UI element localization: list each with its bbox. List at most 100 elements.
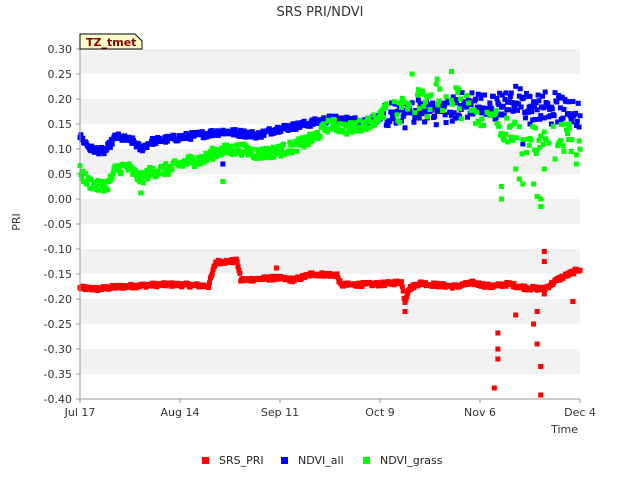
data-point xyxy=(278,153,284,159)
data-point xyxy=(573,123,579,129)
data-point xyxy=(561,106,567,112)
data-point xyxy=(376,115,382,121)
data-point xyxy=(294,148,300,154)
data-point xyxy=(281,141,287,147)
data-point xyxy=(210,267,216,273)
data-point xyxy=(260,276,266,282)
data-point xyxy=(520,137,526,143)
data-point xyxy=(390,115,396,121)
data-point xyxy=(471,107,477,113)
data-point xyxy=(383,101,389,107)
data-point xyxy=(337,121,343,127)
data-point xyxy=(541,129,547,135)
data-point xyxy=(347,126,353,132)
data-point xyxy=(498,184,504,189)
data-point xyxy=(78,171,84,177)
data-point xyxy=(114,163,120,169)
data-point xyxy=(359,126,365,132)
data-point xyxy=(411,119,417,125)
data-point xyxy=(139,175,145,181)
data-point xyxy=(344,131,350,137)
data-point xyxy=(306,141,312,147)
data-point xyxy=(399,95,405,101)
data-point xyxy=(125,167,131,173)
data-point xyxy=(388,109,394,115)
data-point xyxy=(80,168,86,174)
data-point xyxy=(148,138,154,144)
data-point xyxy=(236,267,242,273)
grid-band xyxy=(80,249,580,274)
data-point xyxy=(456,86,462,92)
data-point xyxy=(101,151,107,157)
data-point xyxy=(577,113,583,119)
data-point xyxy=(528,137,534,143)
data-point xyxy=(551,113,557,119)
data-point xyxy=(564,127,570,133)
data-point xyxy=(109,141,115,147)
data-point xyxy=(106,139,112,145)
data-point xyxy=(456,106,462,112)
data-point xyxy=(506,107,512,113)
data-point xyxy=(128,138,134,144)
data-point xyxy=(153,141,159,147)
data-point xyxy=(91,179,97,185)
data-point xyxy=(144,167,150,173)
data-point xyxy=(457,103,463,109)
data-point xyxy=(154,284,160,290)
data-point xyxy=(411,285,417,291)
data-point xyxy=(124,137,130,143)
data-point xyxy=(555,119,561,125)
data-point xyxy=(453,97,459,103)
data-point xyxy=(428,103,434,109)
data-point xyxy=(340,129,345,135)
data-point xyxy=(496,123,502,129)
legend-swatch-NDVI_all xyxy=(281,457,288,464)
data-point xyxy=(91,149,97,155)
data-point xyxy=(290,148,295,154)
data-point xyxy=(475,91,481,97)
data-point xyxy=(82,171,88,177)
data-point xyxy=(420,88,426,94)
data-point xyxy=(479,110,485,116)
data-point xyxy=(430,100,436,106)
data-point xyxy=(455,90,461,96)
data-point xyxy=(500,103,506,109)
data-point xyxy=(537,116,543,122)
data-point xyxy=(443,94,449,100)
data-point xyxy=(448,109,454,115)
data-point xyxy=(93,183,99,189)
y-tick-label: 0.05 xyxy=(48,168,73,181)
y-tick-label: 0.25 xyxy=(48,68,73,81)
data-point xyxy=(379,110,385,116)
data-point xyxy=(498,130,504,136)
data-point xyxy=(118,133,124,139)
data-point xyxy=(523,90,529,96)
data-point xyxy=(146,173,152,179)
data-point xyxy=(491,385,497,391)
data-point xyxy=(214,153,220,159)
data-point xyxy=(557,138,563,144)
data-point xyxy=(210,156,216,162)
data-point xyxy=(80,135,86,141)
x-tick-label: Dec 4 xyxy=(564,406,596,419)
data-point xyxy=(494,95,500,101)
data-point xyxy=(306,273,312,279)
data-point xyxy=(245,152,251,158)
data-point xyxy=(552,90,558,96)
data-point xyxy=(481,92,487,98)
data-point xyxy=(84,180,90,186)
data-point xyxy=(440,281,446,287)
data-point xyxy=(526,142,532,148)
data-point xyxy=(541,259,547,264)
data-point xyxy=(415,87,421,93)
data-point xyxy=(279,148,285,154)
data-point xyxy=(317,134,323,140)
data-point xyxy=(570,299,576,304)
data-point xyxy=(90,186,95,192)
data-point xyxy=(233,256,239,262)
data-point xyxy=(511,103,517,109)
data-point xyxy=(286,148,292,154)
data-point xyxy=(306,131,312,137)
legend: SRS_PRI NDVI_all NDVI_grass xyxy=(202,454,443,467)
data-point xyxy=(557,277,563,283)
